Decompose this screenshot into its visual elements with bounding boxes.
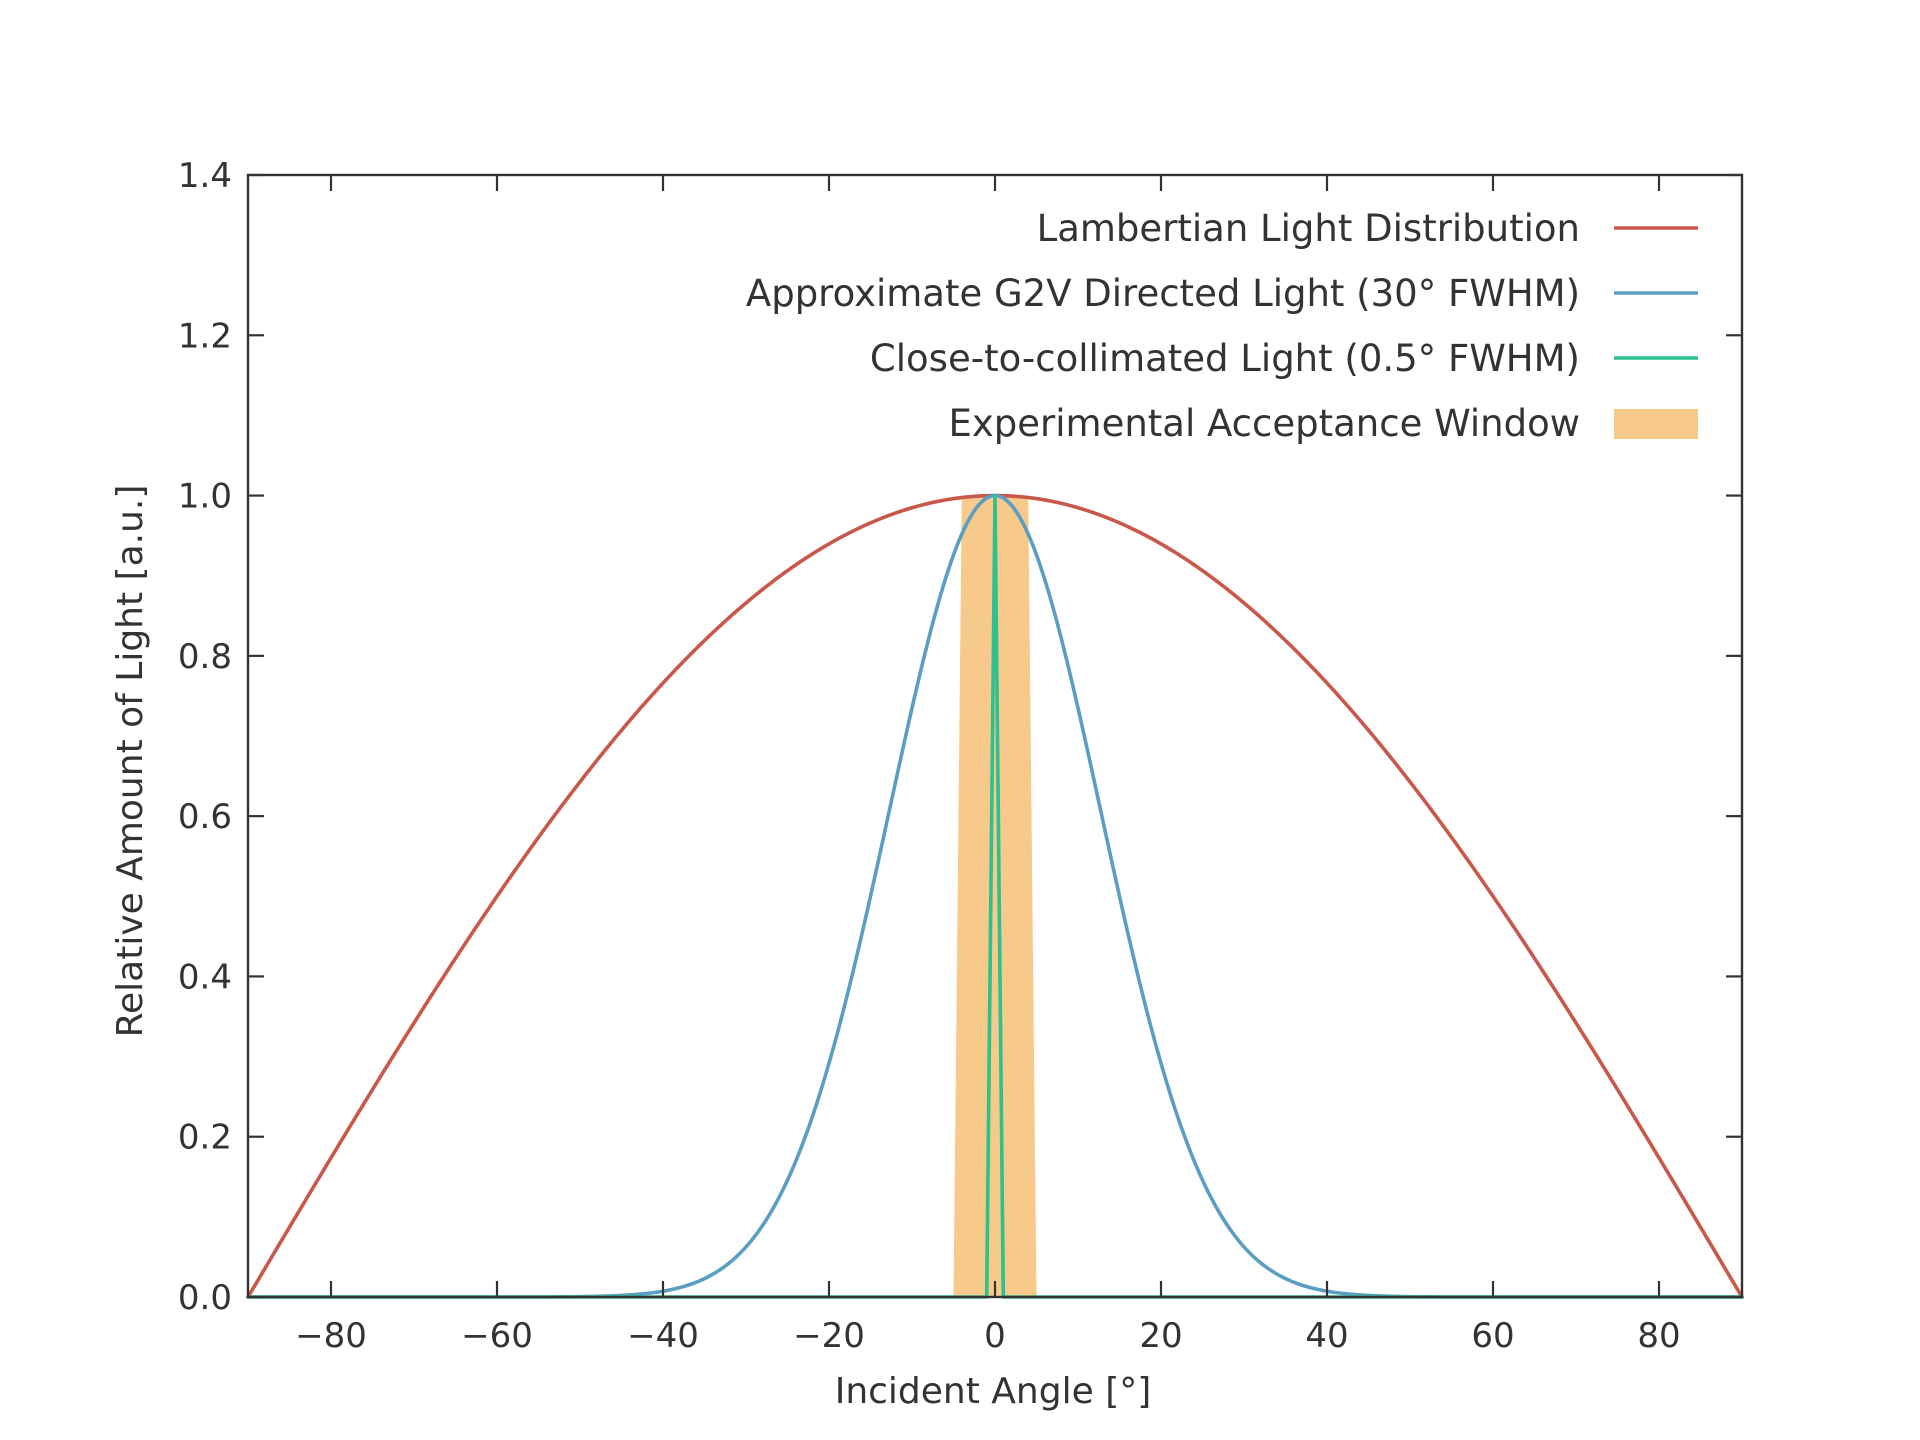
series-acceptance-window-band	[953, 495, 1037, 1297]
y-tick-label: 1.0	[178, 477, 232, 517]
legend: Lambertian Light Distribution Approximate…	[746, 207, 1698, 445]
legend-item: Experimental Acceptance Window	[949, 402, 1698, 445]
y-tick-label: 0.6	[178, 797, 232, 837]
y-tick-label: 1.4	[178, 156, 232, 196]
legend-item: Close-to-collimated Light (0.5° FWHM)	[870, 337, 1698, 380]
y-tick-label: 0.2	[178, 1118, 232, 1158]
x-tick-label: −20	[793, 1316, 865, 1356]
series-layer	[246, 493, 1744, 1299]
x-tick-label: 80	[1637, 1316, 1680, 1356]
y-tick-label: 0.8	[178, 637, 232, 677]
x-tick-label: 0	[984, 1316, 1006, 1356]
x-tick-label: −60	[461, 1316, 533, 1356]
legend-swatch-band	[1614, 409, 1698, 439]
x-axis-title: Incident Angle [°]	[835, 1371, 1152, 1412]
legend-item: Lambertian Light Distribution	[1037, 207, 1698, 250]
y-tick-label: 1.2	[178, 316, 232, 356]
legend-label: Lambertian Light Distribution	[1037, 207, 1580, 250]
legend-label: Approximate G2V Directed Light (30° FWHM…	[746, 272, 1580, 315]
legend-item: Approximate G2V Directed Light (30° FWHM…	[746, 272, 1698, 315]
x-tick-label: 20	[1139, 1316, 1182, 1356]
y-tick-label: 0.0	[178, 1278, 232, 1318]
x-tick-label: −80	[295, 1316, 367, 1356]
y-tick-label: 0.4	[178, 957, 232, 997]
x-tick-label: 60	[1471, 1316, 1514, 1356]
legend-label: Experimental Acceptance Window	[949, 402, 1580, 445]
y-axis-title: Relative Amount of Light [a.u.]	[110, 485, 151, 1038]
axis-ticks: −80 −60 −40 −20 0 20 40 60 80 0.0 0.2 0.4 0.6 0.8 1.0 1…	[178, 156, 1742, 1356]
x-tick-label: −40	[627, 1316, 699, 1356]
x-tick-label: 40	[1305, 1316, 1348, 1356]
legend-label: Close-to-collimated Light (0.5° FWHM)	[870, 337, 1580, 380]
